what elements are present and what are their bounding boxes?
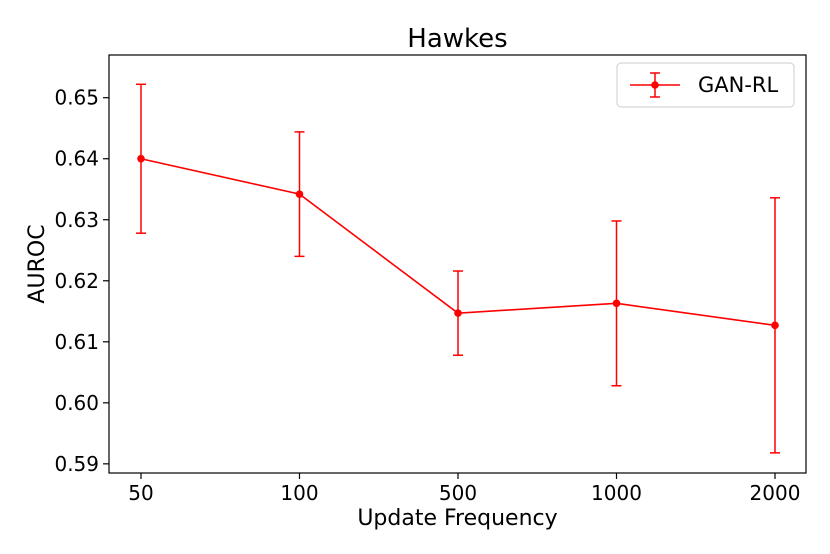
x-tick-label: 500 xyxy=(439,481,477,505)
data-point xyxy=(612,299,621,308)
data-point xyxy=(137,154,145,163)
x-tick-label: 1000 xyxy=(591,481,642,505)
y-tick-label: 0.64 xyxy=(54,147,99,171)
plot-frame xyxy=(108,54,807,474)
y-tick-label: 0.60 xyxy=(54,391,99,415)
x-axis: 50 100 500 1000 2000 xyxy=(128,473,800,505)
plot-area xyxy=(136,83,780,454)
data-point xyxy=(771,321,779,330)
legend-dot xyxy=(651,81,659,89)
y-axis-label: AUROC xyxy=(25,224,50,303)
y-tick-label: 0.65 xyxy=(54,86,99,110)
x-tick-label: 50 xyxy=(128,481,153,505)
y-tick-label: 0.59 xyxy=(54,452,99,476)
y-axis: 0.59 0.60 0.61 0.62 0.63 0.64 0.65 xyxy=(54,86,109,476)
x-tick-label: 2000 xyxy=(750,481,801,505)
y-tick-label: 0.61 xyxy=(54,330,99,354)
legend-marker xyxy=(630,72,680,98)
legend: GAN-RL xyxy=(616,62,795,108)
data-point xyxy=(454,309,462,317)
chart-title: Hawkes xyxy=(407,24,507,54)
x-tick-label: 100 xyxy=(280,481,318,505)
data-point xyxy=(295,190,304,198)
y-tick-label: 0.62 xyxy=(54,269,99,293)
legend-box xyxy=(616,62,795,108)
y-tick-label: 0.63 xyxy=(54,208,99,232)
legend-label-gan-rl: GAN-RL xyxy=(698,73,779,97)
x-axis-label: Update Frequency xyxy=(357,506,557,531)
